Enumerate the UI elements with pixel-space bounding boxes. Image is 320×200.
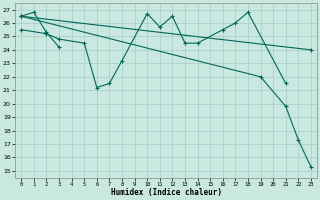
- X-axis label: Humidex (Indice chaleur): Humidex (Indice chaleur): [111, 188, 221, 197]
